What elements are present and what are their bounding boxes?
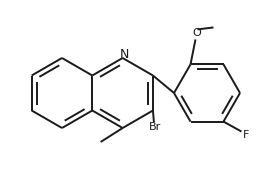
Text: N: N [120, 48, 129, 61]
Text: O: O [192, 28, 201, 38]
Text: F: F [243, 130, 250, 139]
Text: Br: Br [149, 122, 161, 132]
